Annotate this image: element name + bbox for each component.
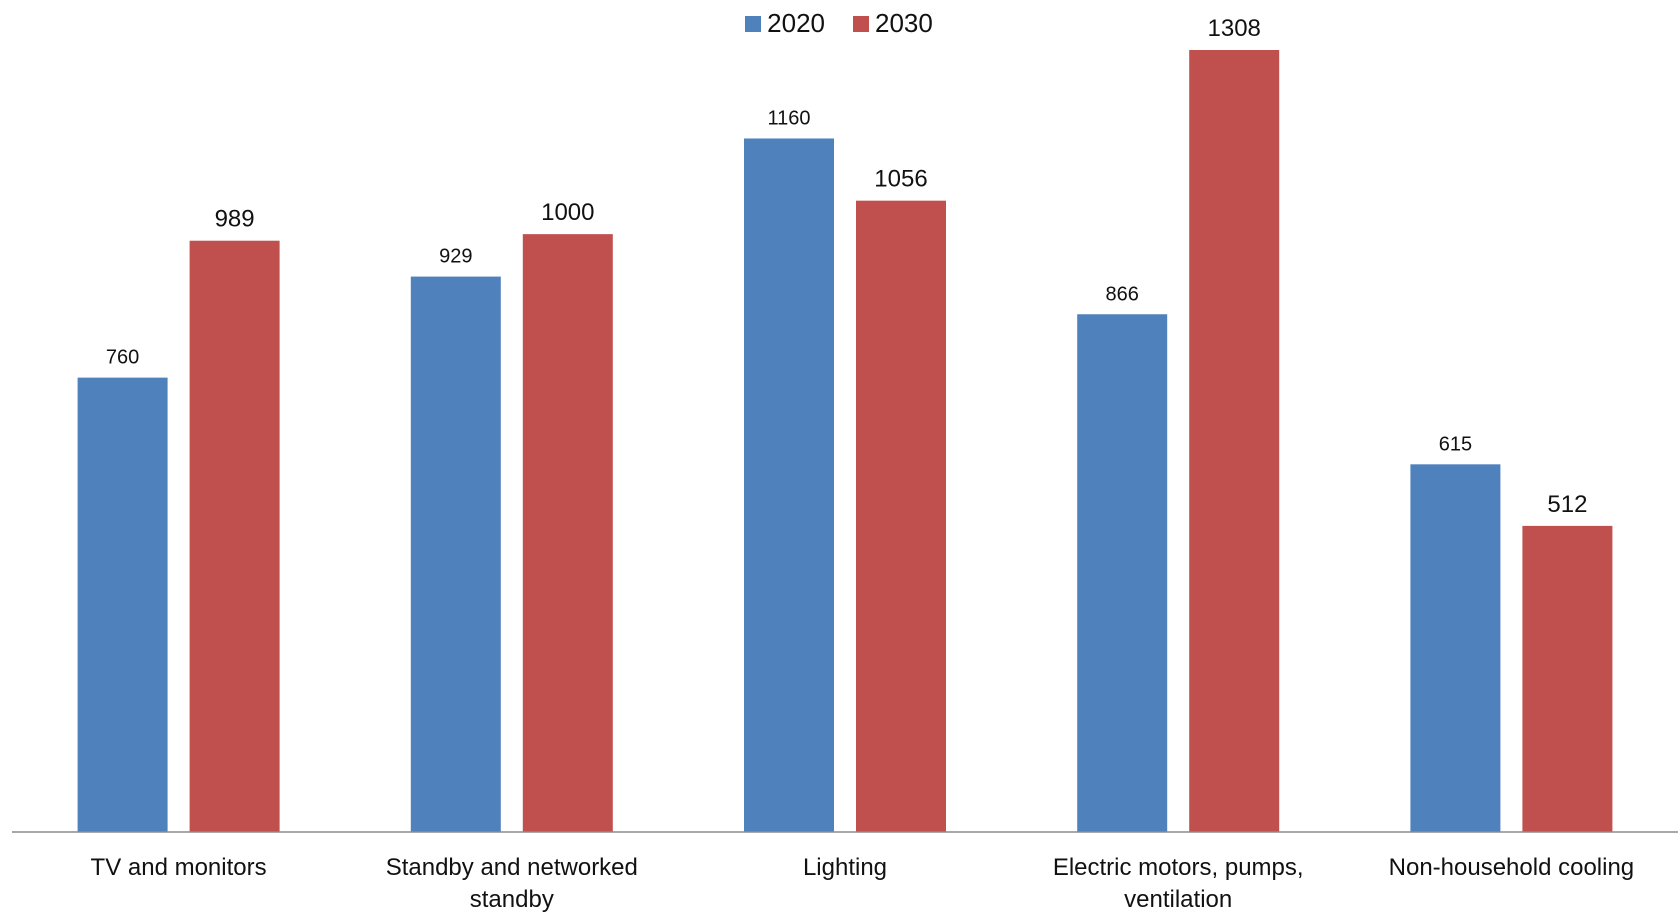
data-label-tv-and-monitors-2020: 760 (106, 347, 139, 369)
bar-lighting-2030 (856, 200, 946, 833)
category-label-tv-and-monitors: TV and monitors (91, 854, 267, 881)
data-label-lighting-2020: 1160 (767, 107, 810, 129)
category-label-non-household-cooling: Non-household cooling (1389, 854, 1635, 881)
bar-non-household-cooling-2020 (1410, 464, 1501, 832)
bar-tv-and-monitors-2030 (189, 240, 280, 832)
data-label-standby-and-networked-standby-2030: 1000 (541, 199, 594, 226)
bar-non-household-cooling-2030 (1522, 525, 1613, 832)
value-labels-group: 760 989 929 1000 1160 1056 866 1308 615 512 (106, 15, 1588, 518)
category-label-lighting: Lighting (803, 854, 887, 881)
legend: 2020 2030 (0, 8, 1678, 39)
category-label-electric-motors-pumps-ventilation-line1: Electric motors, pumps, (1053, 854, 1304, 881)
data-label-non-household-cooling-2020: 615 (1439, 433, 1472, 455)
data-label-electric-motors-pumps-ventilation-2020: 866 (1106, 283, 1139, 305)
bars-group (77, 50, 1613, 833)
data-label-non-household-cooling-2030: 512 (1547, 491, 1587, 518)
category-labels-group: TV and monitors Standby and networked stan… (91, 854, 1635, 913)
data-label-lighting-2030: 1056 (874, 166, 927, 193)
legend-label-2030: 2030 (875, 8, 933, 38)
legend-item-2030: 2030 (853, 8, 933, 39)
category-label-standby-and-networked-standby-line1: Standby and networked (386, 854, 638, 881)
legend-item-2020: 2020 (745, 8, 825, 39)
legend-swatch-2030 (853, 15, 869, 32)
data-label-tv-and-monitors-2030: 989 (215, 206, 255, 233)
bar-electric-motors-pumps-ventilation-2020 (1077, 314, 1168, 833)
category-label-electric-motors-pumps-ventilation-line2: ventilation (1124, 886, 1232, 913)
bar-tv-and-monitors-2020 (77, 377, 168, 832)
data-label-standby-and-networked-standby-2020: 929 (439, 246, 472, 268)
bar-standby-and-networked-standby-2020 (410, 276, 501, 832)
bar-standby-and-networked-standby-2030 (522, 234, 613, 832)
bar-lighting-2020 (744, 138, 834, 833)
legend-label-2020: 2020 (767, 8, 825, 38)
legend-swatch-2020 (745, 15, 762, 32)
bar-electric-motors-pumps-ventilation-2030 (1189, 50, 1280, 832)
category-label-standby-and-networked-standby-line2: standby (470, 886, 554, 913)
data-label-electric-motors-pumps-ventilation-2030: 1308 (1208, 15, 1261, 42)
